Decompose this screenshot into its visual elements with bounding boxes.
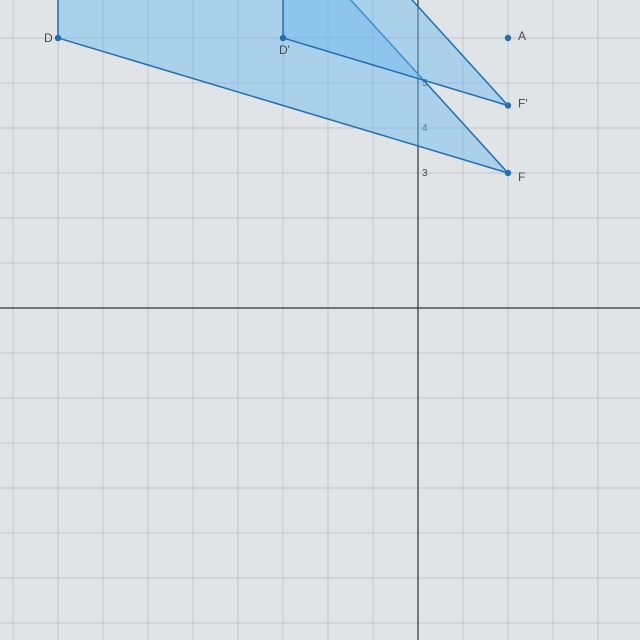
svg-text:A: A [518,29,526,43]
svg-text:F: F [518,170,525,184]
coord-plane-svg: 345DEFD'E'F'A [0,0,640,640]
coord-plane-plot: 345DEFD'E'F'A [0,0,640,640]
svg-text:D: D [44,31,53,45]
svg-text:D': D' [279,43,290,57]
svg-text:3: 3 [422,168,428,179]
svg-text:F': F' [518,97,528,111]
